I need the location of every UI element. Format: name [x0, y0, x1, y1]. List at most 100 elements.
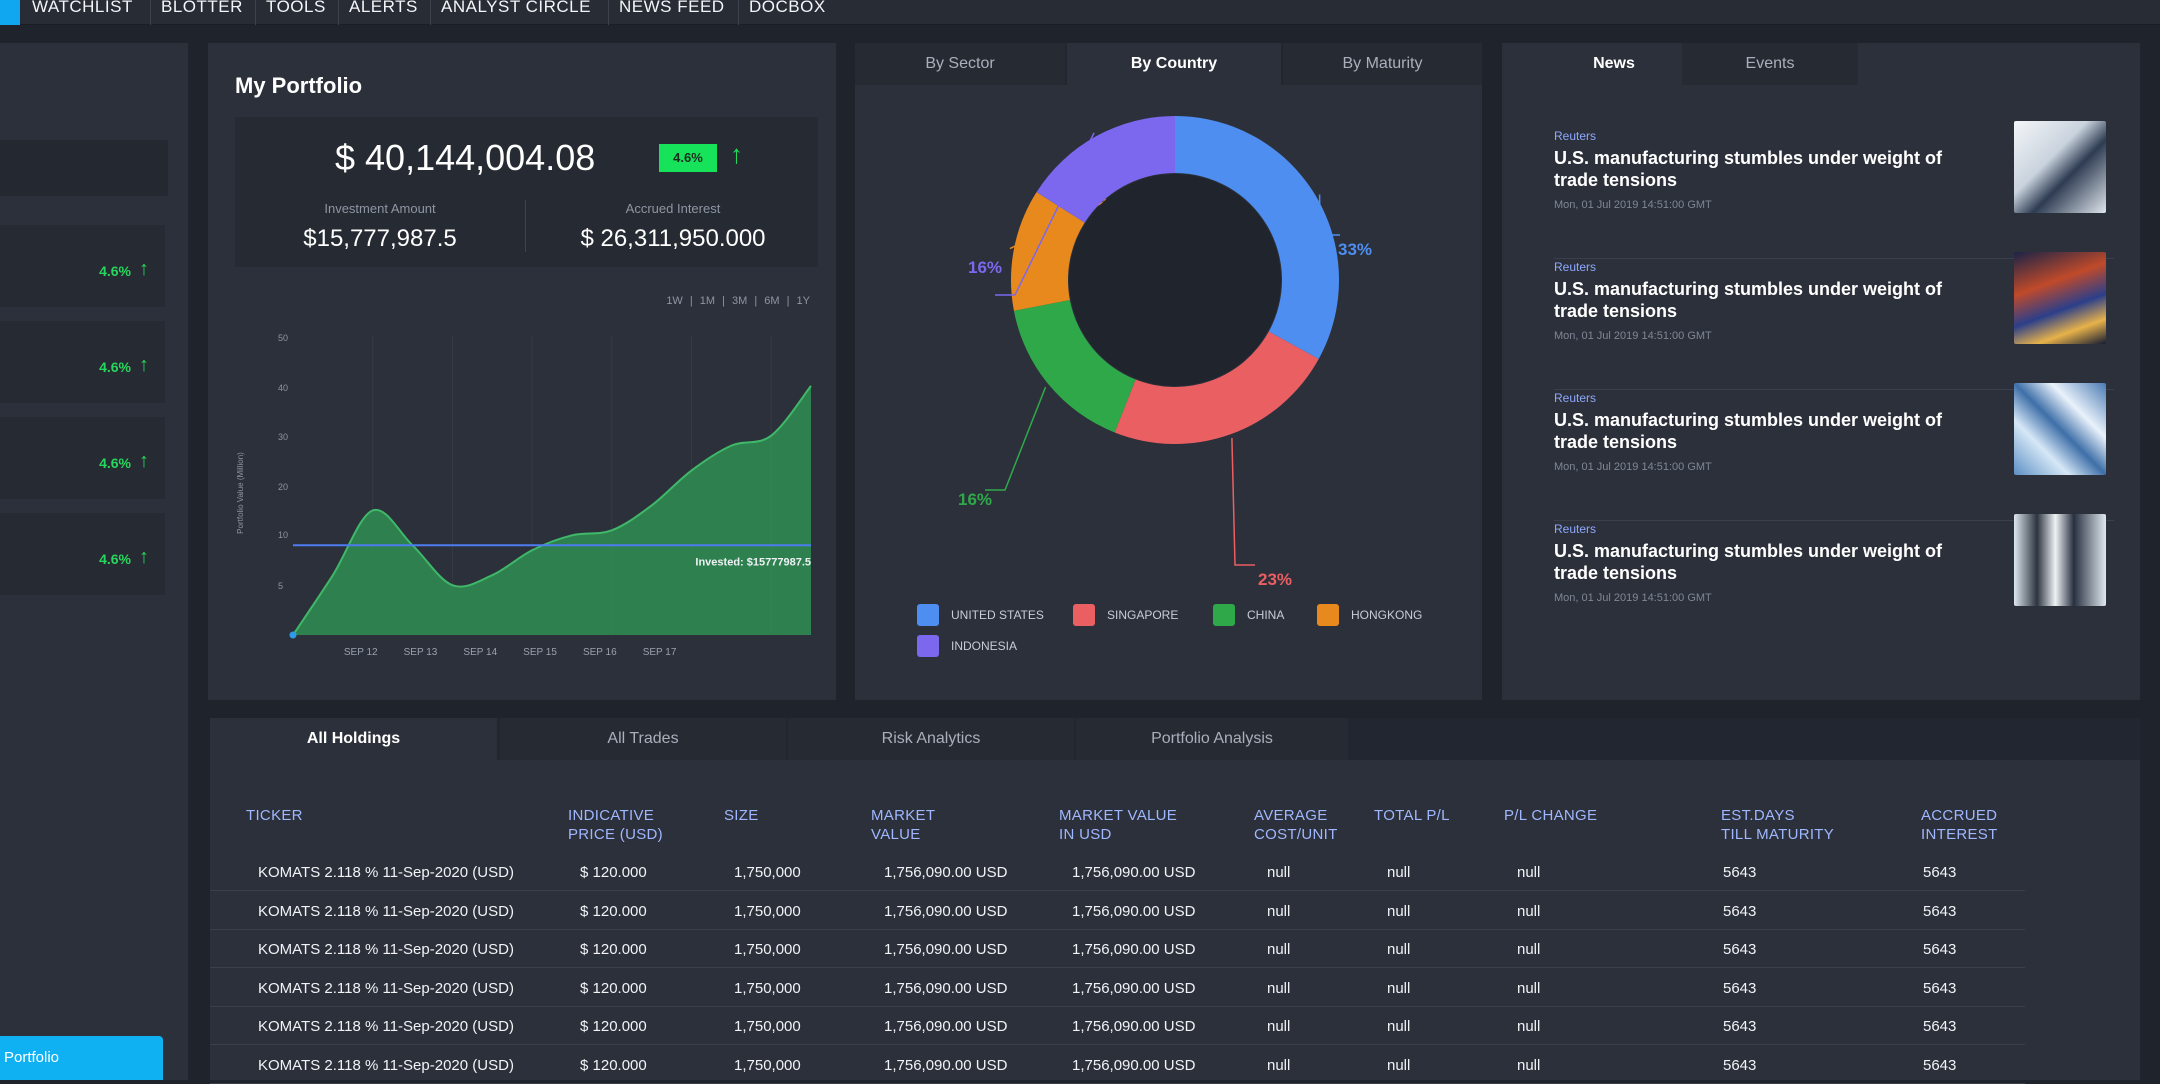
nav-active-indicator[interactable]: [0, 0, 20, 25]
column-header[interactable]: TICKER: [246, 807, 303, 824]
column-header[interactable]: EST.DAYS TILL MATURITY: [1721, 807, 1835, 843]
news-headline[interactable]: U.S. manufacturing stumbles under weight…: [1554, 279, 1943, 321]
table-row[interactable]: KOMATS 2.118 % 11-Sep-2020 (USD) $ 120.00…: [210, 929, 2025, 968]
x-tick-label: SEP 14: [463, 647, 497, 658]
column-header[interactable]: SIZE: [724, 807, 759, 824]
holdings-panel: All Holdings All Trades Risk Analytics P…: [210, 718, 2140, 1084]
tab-by-country[interactable]: By Country: [1067, 43, 1281, 85]
range-selector[interactable]: 1W | 1M | 3M | 6M | 1Y: [666, 295, 810, 307]
portfolio-button[interactable]: Portfolio: [0, 1036, 163, 1080]
nav-news-feed[interactable]: NEWS FEED: [608, 0, 725, 25]
watchlist-card[interactable]: 4.6% ↑: [0, 417, 165, 499]
x-tick-label: SEP 12: [344, 647, 378, 658]
donut-slice[interactable]: [1175, 116, 1339, 360]
donut-slice[interactable]: [1036, 116, 1175, 223]
table-cell: 1,756,090.00 USD: [884, 864, 1008, 881]
table-cell: KOMATS 2.118 % 11-Sep-2020 (USD): [258, 864, 514, 881]
change-percent: 4.6%: [99, 455, 131, 471]
news-item[interactable]: Reuters U.S. manufacturing stumbles unde…: [1554, 252, 2114, 390]
legend-item: CHINA: [1213, 604, 1284, 626]
news-headline[interactable]: U.S. manufacturing stumbles under weight…: [1554, 410, 1943, 452]
table-cell: $ 120.000: [580, 979, 647, 997]
table-cell: KOMATS 2.118 % 11-Sep-2020 (USD): [258, 979, 514, 997]
tab-by-sector[interactable]: By Sector: [855, 43, 1065, 85]
news-headline[interactable]: U.S. manufacturing stumbles under weight…: [1554, 148, 1943, 190]
news-headline[interactable]: U.S. manufacturing stumbles under weight…: [1554, 541, 1943, 583]
legend-item: SINGAPORE: [1073, 604, 1178, 626]
tab-events[interactable]: Events: [1682, 43, 1858, 85]
nav-watchlist[interactable]: WATCHLIST: [32, 0, 133, 16]
column-header[interactable]: ACCRUED INTEREST: [1921, 807, 1998, 843]
change-percent: 4.6%: [99, 359, 131, 375]
portfolio-value-area: [293, 385, 811, 635]
legend-label: SINGAPORE: [1107, 608, 1179, 622]
column-header[interactable]: TOTAL P/L: [1374, 807, 1450, 824]
column-header[interactable]: MARKET VALUE IN USD: [1059, 807, 1178, 843]
news-thumbnail[interactable]: [2014, 121, 2106, 213]
tab-portfolio-analysis[interactable]: Portfolio Analysis: [1076, 718, 1348, 760]
invested-label: Invested: $15777987.5: [695, 556, 811, 568]
column-header[interactable]: P/L CHANGE: [1504, 807, 1598, 824]
column-header[interactable]: MARKET VALUE: [871, 807, 936, 843]
table-cell: KOMATS 2.118 % 11-Sep-2020 (USD): [258, 1056, 514, 1074]
sidebar-search-input[interactable]: [0, 140, 168, 196]
news-thumbnail[interactable]: [2014, 383, 2106, 475]
table-cell: 1,750,000: [734, 941, 801, 958]
table-cell: 5643: [1723, 979, 1757, 997]
watchlist-card[interactable]: 4.6% ↑: [0, 513, 165, 595]
table-cell: 5643: [1923, 1056, 1957, 1074]
table-cell: 1,756,090.00 USD: [1072, 1018, 1196, 1035]
table-cell: 1,756,090.00 USD: [1072, 902, 1196, 920]
news-thumbnail[interactable]: [2014, 514, 2106, 606]
legend-item: UNITED STATES: [917, 604, 1044, 626]
table-row[interactable]: KOMATS 2.118 % 11-Sep-2020 (USD) $ 120.00…: [210, 968, 2025, 1007]
table-cell: KOMATS 2.118 % 11-Sep-2020 (USD): [258, 902, 514, 920]
table-cell: 5643: [1923, 941, 1957, 958]
table-cell: $ 120.000: [580, 864, 647, 881]
leader-line: [1318, 194, 1340, 236]
legend-swatch: [1213, 604, 1235, 626]
nav-alerts[interactable]: ALERTS: [338, 0, 418, 25]
legend-item: INDONESIA: [917, 635, 1017, 657]
accrued-interest-label: Accrued Interest: [625, 201, 721, 216]
table-row[interactable]: KOMATS 2.118 % 11-Sep-2020 (USD) $ 120.00…: [210, 891, 2025, 930]
tab-news[interactable]: News: [1528, 43, 1700, 85]
news-item[interactable]: Reuters U.S. manufacturing stumbles unde…: [1554, 121, 2114, 259]
donut-slice[interactable]: [1011, 192, 1085, 311]
tab-all-trades[interactable]: All Trades: [500, 718, 786, 760]
table-cell: 5643: [1723, 864, 1757, 881]
start-point: [289, 631, 297, 639]
news-item[interactable]: Reuters U.S. manufacturing stumbles unde…: [1554, 514, 2114, 652]
nav-blotter[interactable]: BLOTTER: [150, 0, 243, 25]
nav-analyst-circle[interactable]: ANALYST CIRCLE: [430, 0, 591, 25]
donut-slice[interactable]: [1013, 300, 1136, 433]
slice-label: 33%: [1338, 240, 1372, 259]
nav-docbox[interactable]: DOCBOX: [738, 0, 826, 25]
investment-amount-label: Investment Amount: [324, 201, 436, 216]
news-item[interactable]: Reuters U.S. manufacturing stumbles unde…: [1554, 383, 2114, 521]
watchlist-card[interactable]: 4.6% ↑: [0, 321, 165, 403]
table-cell: 1,756,090.00 USD: [884, 1018, 1008, 1035]
table-cell: null: [1517, 979, 1541, 997]
table-row[interactable]: KOMATS 2.118 % 11-Sep-2020 (USD) $ 120.00…: [210, 852, 2025, 891]
x-tick-label: SEP 13: [404, 647, 438, 658]
watchlist-card[interactable]: 4.6% ↑: [0, 225, 165, 307]
table-row[interactable]: KOMATS 2.118 % 11-Sep-2020 (USD) $ 120.00…: [210, 1006, 2025, 1045]
table-cell: null: [1267, 864, 1291, 881]
y-axis-label: Portfolio Value (Million): [236, 452, 245, 534]
table-row[interactable]: KOMATS 2.118 % 11-Sep-2020 (USD) $ 120.00…: [210, 1045, 2025, 1084]
nav-tools[interactable]: TOOLS: [255, 0, 326, 25]
leader-line: [995, 132, 1095, 296]
tab-risk-analytics[interactable]: Risk Analytics: [788, 718, 1074, 760]
table-cell: null: [1267, 1056, 1291, 1074]
tab-all-holdings[interactable]: All Holdings: [210, 718, 497, 760]
column-header[interactable]: AVERAGE COST/UNIT: [1254, 807, 1338, 843]
portfolio-summary: $ 40,144,004.08 4.6% ↑ Investment Amount…: [235, 117, 818, 267]
table-cell: 1,750,000: [734, 1018, 801, 1035]
tab-by-maturity[interactable]: By Maturity: [1283, 43, 1482, 85]
news-thumbnail[interactable]: [2014, 252, 2106, 344]
slice-label: 23%: [1258, 570, 1292, 589]
column-header[interactable]: INDICATIVE PRICE (USD): [568, 807, 663, 843]
news-source: Reuters: [1554, 129, 1597, 143]
donut-slice[interactable]: [1114, 331, 1319, 444]
